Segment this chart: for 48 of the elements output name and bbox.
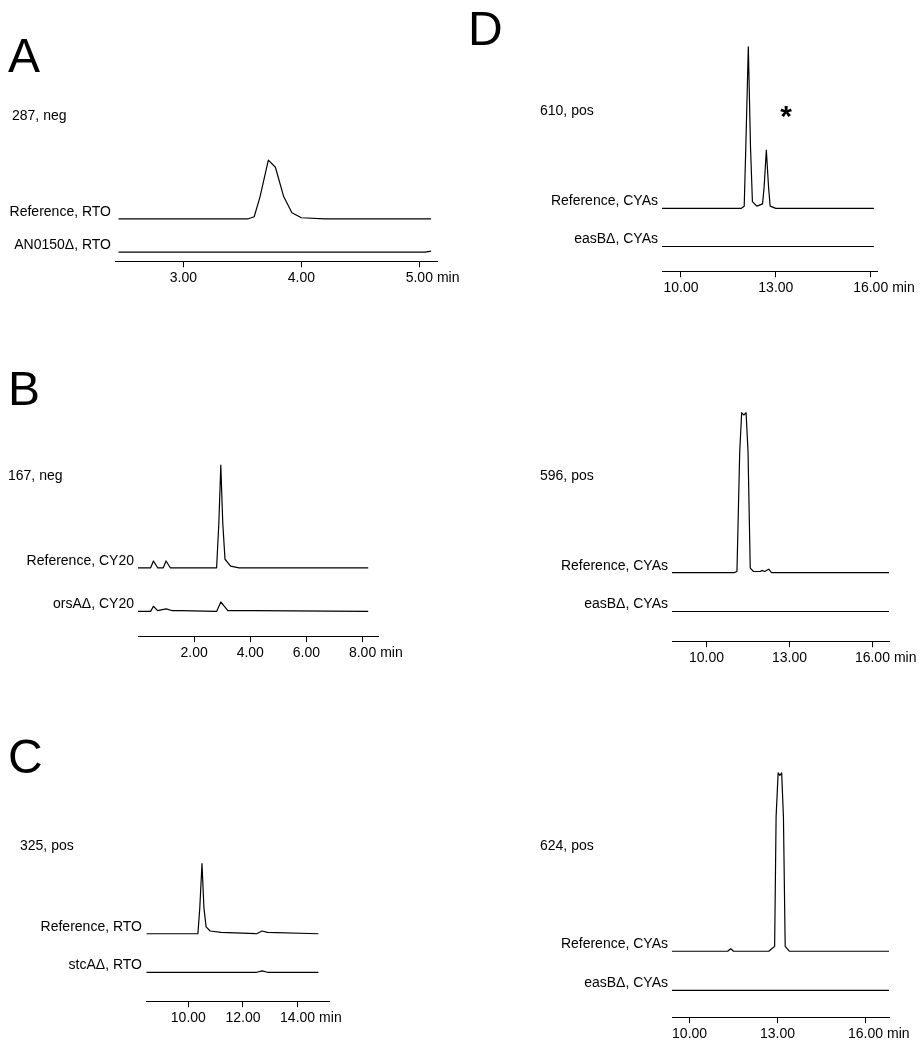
x-tick-label: 13.00: [760, 1025, 796, 1042]
x-axis-title: min: [892, 279, 915, 296]
x-tick-label: 5.00: [405, 269, 434, 286]
series-label: Reference, RTO: [9, 202, 112, 219]
chart-subtitle: 325, pos: [20, 837, 74, 853]
text: 596, pos: [540, 467, 594, 483]
chart-title: B: [8, 362, 41, 415]
x-tick-label: 8.00: [348, 644, 377, 661]
chart-subtitle: 167, neg: [8, 467, 63, 483]
series-label: stcAΔ, RTO: [68, 956, 143, 973]
x-tick-label: 16.00: [853, 279, 889, 296]
x-tick-label: 10.00: [170, 1009, 207, 1026]
x-tick-label: 4.00: [236, 644, 265, 661]
x-tick-label: 10.00: [663, 279, 699, 296]
chart-title: D: [468, 2, 503, 55]
x-axis-title: min: [887, 1025, 910, 1042]
x-tick-label: 14.00: [280, 1009, 316, 1026]
x-tick-label: 3.00: [169, 269, 198, 286]
x-tick-label: 6.00: [292, 644, 321, 661]
chart-subtitle: 287, neg: [12, 107, 67, 123]
series-label: Reference, RTO: [40, 917, 143, 934]
series-label: orsAΔ, CY20: [53, 595, 135, 612]
x-tick-label: 16.00: [848, 1025, 884, 1042]
x-tick-label: 13.00: [771, 649, 808, 666]
x-axis-title: min: [319, 1009, 342, 1026]
x-tick-label: 10.00: [672, 1025, 708, 1042]
series-label: Reference, CYAs: [550, 192, 658, 209]
x-axis-title: min: [893, 649, 917, 666]
x-tick-label: 4.00: [287, 269, 316, 286]
x-tick-label: 10.00: [689, 649, 725, 666]
series-label: Reference, CY20: [26, 551, 135, 568]
series-label: AN0150Δ, RTO: [14, 235, 112, 252]
x-axis-title: min: [436, 269, 460, 286]
x-tick-label: 12.00: [225, 1009, 261, 1026]
series-label: Reference, CYAs: [560, 935, 668, 952]
chart-title: C: [8, 730, 43, 783]
chart-title: A: [8, 29, 41, 82]
x-tick-label: 13.00: [758, 279, 794, 296]
annotation: *: [780, 99, 793, 133]
series-label: Reference, CYAs: [560, 556, 668, 573]
text: 624, pos: [540, 837, 594, 853]
series-label: easBΔ, CYAs: [584, 595, 668, 612]
series-label: easBΔ, CYAs: [574, 230, 658, 247]
x-tick-label: 2.00: [180, 644, 208, 661]
x-tick-label: 16.00: [854, 649, 891, 666]
series-label: easBΔ, CYAs: [584, 974, 668, 991]
text: 610, pos: [540, 102, 594, 118]
x-axis-title: min: [380, 644, 403, 661]
